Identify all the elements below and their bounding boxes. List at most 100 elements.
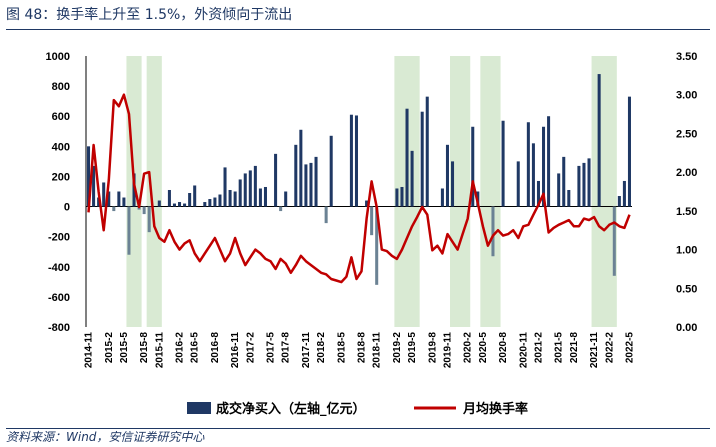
title-divider (6, 29, 710, 30)
x-tick-label: 2015-11 (154, 332, 165, 369)
bar (172, 203, 176, 207)
bar (370, 206, 374, 236)
x-tick-label: 2016-8 (210, 332, 221, 364)
x-tick-label: 2021-5 (554, 332, 565, 364)
turnover-flow-chart: -800 -600 -400 -200 0 200 400 600 800 1000 0.00 0.5… (46, 51, 698, 417)
bar (582, 162, 586, 207)
right-tick-label: 0.00 (676, 322, 697, 334)
x-tick-label: 2020-8 (498, 332, 509, 364)
shaded-period-3 (450, 56, 471, 327)
x-tick-label: 2019-2 (392, 332, 403, 364)
x-tick-label: 2021-8 (569, 332, 580, 364)
right-tick-label: 1.00 (676, 245, 697, 257)
x-tick-label: 2018-8 (357, 332, 368, 364)
bar (238, 179, 242, 207)
bar (213, 197, 217, 207)
bar (87, 146, 91, 207)
bar (142, 206, 146, 215)
x-tick-label: 2019-8 (427, 332, 438, 364)
bar (410, 150, 414, 207)
x-tick-label: 2018-2 (316, 332, 327, 364)
bar (157, 200, 161, 207)
bar (258, 188, 262, 207)
bar (622, 180, 626, 207)
bar (395, 188, 399, 207)
bar (365, 200, 369, 207)
left-tick-label: -600 (48, 292, 70, 304)
bar (587, 158, 591, 207)
bar (567, 189, 571, 207)
x-tick-label: 2015-8 (139, 332, 150, 364)
bar (223, 167, 227, 207)
bar (122, 197, 126, 207)
x-tick-label: 2017-8 (281, 332, 292, 364)
bar (562, 156, 566, 207)
x-tick-label: 2016-5 (190, 332, 201, 364)
x-tick-label: 2015-5 (119, 332, 130, 364)
bar (420, 111, 424, 207)
bar (193, 185, 197, 207)
bar (425, 96, 429, 207)
bar (324, 206, 328, 224)
legend-bar-swatch (187, 402, 211, 414)
bar (183, 203, 187, 207)
bar (97, 197, 101, 207)
turnover-line (87, 93, 631, 284)
bar (112, 206, 116, 212)
bar (263, 186, 267, 207)
bar (451, 161, 455, 207)
bar (375, 206, 379, 285)
bar (349, 114, 353, 207)
x-tick-label: 2021-2 (533, 332, 544, 364)
bar (405, 108, 409, 207)
legend-bar-label: 成交净买入（左轴_亿元） (216, 401, 366, 417)
bar (304, 164, 308, 207)
bar (127, 206, 131, 255)
left-tick-label: -200 (48, 232, 70, 244)
x-tick-label: 2016-11 (230, 332, 241, 369)
bar (329, 135, 333, 207)
right-tick-label: 3.50 (676, 51, 697, 63)
bar (309, 162, 313, 207)
left-tick-label: 1000 (46, 51, 70, 63)
bar (203, 202, 207, 207)
bar (107, 191, 111, 207)
legend-line-label: 月均换手率 (462, 401, 528, 417)
x-tick-label: 2016-2 (175, 332, 186, 364)
bar (167, 189, 171, 207)
bar (627, 96, 631, 207)
source-divider (6, 428, 710, 429)
bar (557, 173, 561, 207)
bar (253, 165, 257, 207)
bar (536, 180, 540, 207)
bar (516, 161, 520, 207)
bar (132, 173, 136, 207)
left-tick-label: 0 (64, 202, 70, 214)
x-tick-label: 2022-2 (604, 332, 615, 364)
left-tick-label: -400 (48, 262, 70, 274)
bar (526, 122, 530, 207)
bar (597, 74, 601, 207)
bar (542, 126, 546, 207)
source-note: 资料来源：Wind，安信证券研究中心 (6, 430, 205, 444)
x-tick-label: 2019-5 (407, 332, 418, 364)
figure-title: 图 48：换手率上升至 1.5%，外资倾向于流出 (6, 7, 293, 23)
bar (445, 144, 449, 207)
left-tick-label: 600 (52, 111, 70, 123)
bar (233, 191, 237, 207)
bar (284, 191, 288, 207)
right-tick-label: 2.00 (676, 167, 697, 179)
bar (218, 194, 222, 207)
x-tick-label: 2018-11 (372, 332, 383, 369)
bar (117, 191, 121, 207)
bar (501, 120, 505, 207)
shaded-period-5 (591, 56, 617, 327)
bar (248, 170, 252, 207)
right-tick-label: 1.50 (676, 206, 697, 218)
x-tick-label: 2022-5 (624, 332, 635, 364)
left-tick-label: 400 (52, 141, 70, 153)
bar (299, 129, 303, 207)
bar (354, 115, 358, 207)
bar (147, 206, 151, 233)
x-tick-label: 2020-11 (518, 332, 529, 369)
